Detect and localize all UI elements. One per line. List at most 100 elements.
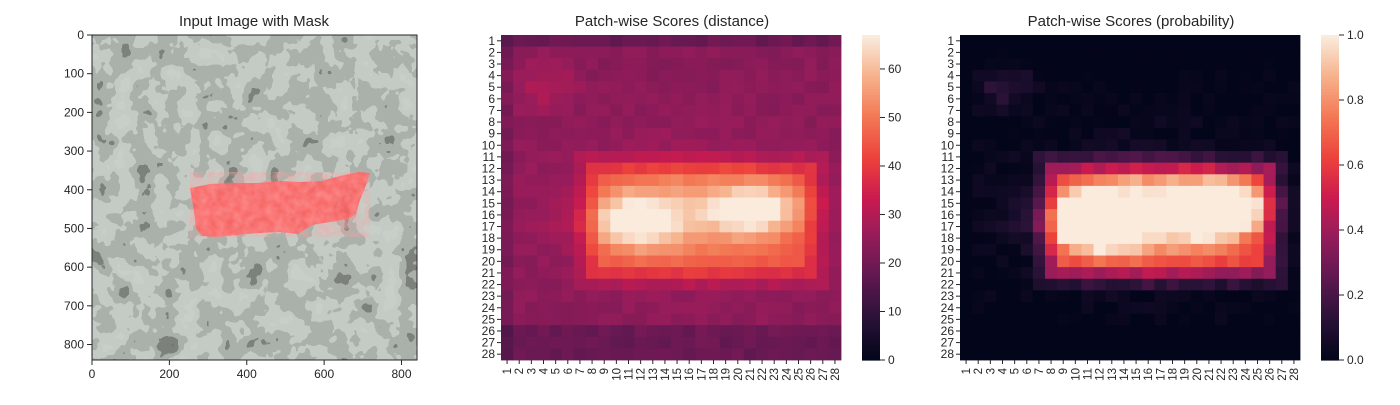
heatmap-cell	[1227, 174, 1240, 187]
colorbar-segment	[1321, 162, 1339, 166]
heatmap-cell	[1251, 209, 1264, 222]
heatmap-cell	[1190, 232, 1204, 245]
heatmap-cell	[610, 81, 623, 94]
heatmap-cell	[1227, 243, 1240, 256]
heatmap-cell	[1239, 267, 1252, 280]
heatmap-cell	[513, 243, 526, 256]
heatmap-cell	[537, 267, 550, 280]
heatmap-cell	[768, 69, 781, 82]
heatmap-cell	[1117, 336, 1131, 349]
heatmap-cell	[960, 174, 973, 187]
heatmap-cell	[707, 209, 720, 222]
heatmap-cell	[756, 127, 769, 140]
heatmap-cell	[1190, 69, 1204, 82]
heatmap-cell	[501, 197, 514, 210]
heatmap-cell	[1202, 35, 1216, 48]
heatmap-cell	[731, 139, 745, 152]
heatmap-cell	[1093, 325, 1107, 338]
heatmap-cell	[1215, 162, 1228, 175]
heatmap-cell	[525, 209, 538, 222]
heatmap-cell	[622, 58, 635, 71]
heatmap-cell	[573, 197, 587, 210]
heatmap-cell	[707, 348, 720, 361]
heatmap-cell	[1032, 185, 1046, 198]
heatmap-cell	[756, 348, 769, 361]
heatmap-cell	[1154, 116, 1167, 129]
y-tick-label: 100	[64, 67, 84, 81]
heatmap-cell	[1178, 301, 1192, 314]
heatmap-cell	[1117, 162, 1131, 175]
heatmap-cell	[1069, 69, 1082, 82]
heatmap-cell	[1166, 348, 1179, 361]
heatmap-cell	[1142, 151, 1155, 164]
heatmap-cell	[792, 46, 805, 59]
heatmap-cell	[996, 301, 1009, 314]
colorbar-segment	[862, 213, 880, 218]
heatmap-cell	[622, 243, 635, 256]
heatmap-cell	[501, 278, 514, 291]
heatmap-cell	[1190, 185, 1204, 198]
colorbar-segment	[1321, 205, 1339, 209]
y-tick-label: 9	[947, 127, 954, 141]
heatmap-cell	[1057, 278, 1070, 291]
colorbar-segment	[1321, 227, 1339, 231]
heatmap-cell	[707, 46, 720, 59]
heatmap-cell	[1227, 93, 1240, 106]
heatmap-cell	[1287, 35, 1301, 48]
heatmap-cell	[1045, 278, 1058, 291]
heatmap-cell	[622, 301, 635, 314]
heatmap-cell	[1166, 58, 1179, 71]
heatmap-cell	[695, 232, 708, 245]
heatmap-cell	[731, 58, 745, 71]
heatmap-cell	[573, 69, 587, 82]
heatmap-cell	[731, 69, 745, 82]
heatmap-cell	[573, 313, 587, 326]
heatmap-cell	[719, 81, 733, 94]
heatmap-cell	[731, 104, 745, 117]
heatmap-cell	[1008, 151, 1022, 164]
heatmap-cell	[1081, 255, 1094, 268]
heatmap-cell	[561, 197, 575, 210]
heatmap-cell	[780, 35, 793, 48]
heatmap-cell	[1154, 290, 1167, 303]
y-tick-label: 25	[941, 312, 955, 326]
heatmap-cell	[1057, 209, 1070, 222]
heatmap-cell	[984, 185, 997, 198]
colorbar-segment	[1321, 59, 1339, 63]
heatmap-cell	[1263, 278, 1277, 291]
heatmap-cell	[586, 81, 599, 94]
heatmap-cell	[537, 290, 550, 303]
y-tick-label: 3	[488, 57, 495, 71]
heatmap-cell	[828, 104, 842, 117]
heatmap-cell	[816, 220, 830, 233]
heatmap-cell	[1069, 35, 1082, 48]
heatmap-cell	[1130, 267, 1143, 280]
heatmap-cell	[1263, 325, 1277, 338]
heatmap-cell	[743, 58, 757, 71]
heatmap-cell	[1008, 162, 1022, 175]
colorbar-segment	[862, 167, 880, 172]
heatmap-cell	[960, 301, 973, 314]
heatmap-cell	[671, 197, 684, 210]
heatmap-cell	[816, 174, 830, 187]
heatmap-cell	[513, 162, 526, 175]
heatmap-cell	[780, 220, 793, 233]
heatmap-cell	[573, 174, 587, 187]
heatmap-cell	[1045, 185, 1058, 198]
heatmap-cell	[622, 220, 635, 233]
heatmap-cell	[768, 46, 781, 59]
heatmap-cell	[1142, 278, 1155, 291]
colorbar-segment	[1321, 156, 1339, 161]
heatmap-cell	[586, 174, 599, 187]
heatmap-cell	[610, 46, 623, 59]
colorbar-segment	[1321, 67, 1339, 71]
heatmap-cell	[573, 278, 587, 291]
heatmap-cell	[1178, 35, 1192, 48]
colorbar-segment	[1321, 94, 1339, 98]
heatmap-cell	[525, 116, 538, 129]
heatmap-cell	[1251, 325, 1264, 338]
heatmap-cell	[1178, 290, 1192, 303]
heatmap-cell	[695, 162, 708, 175]
heatmap-cell	[1081, 325, 1094, 338]
